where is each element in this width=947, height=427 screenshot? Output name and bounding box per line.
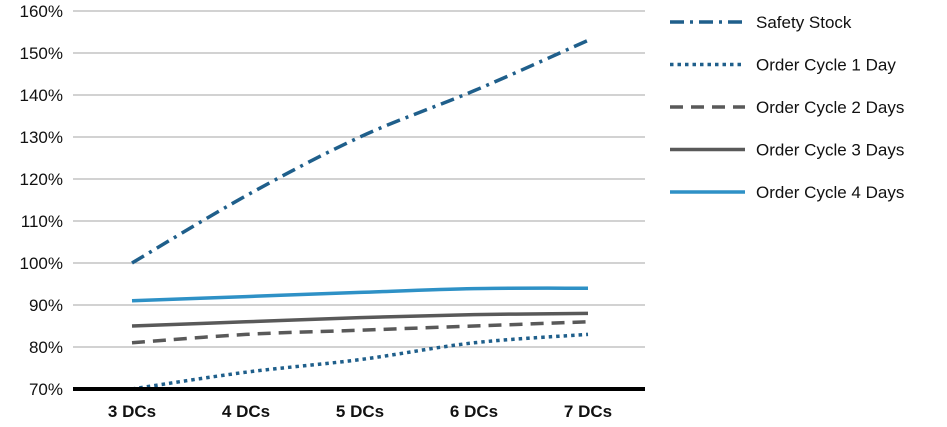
y-axis-ticks: 70% 80% 90% 100% 110% 120% 130% 140% 150% 160%	[20, 2, 63, 399]
x-tick-label: 5 DCs	[336, 402, 384, 421]
series-line-order-cycle-3-days	[131, 311, 589, 328]
series-line-order-cycle-4-days	[131, 286, 589, 303]
y-tick-label: 130%	[20, 128, 63, 147]
x-tick-label: 7 DCs	[564, 402, 612, 421]
x-tick-label: 4 DCs	[222, 402, 270, 421]
y-tick-label: 160%	[20, 2, 63, 21]
y-tick-label: 110%	[21, 212, 63, 231]
y-tick-label: 70%	[29, 380, 63, 399]
legend-label-order-cycle-1-day: Order Cycle 1 Day	[756, 56, 896, 75]
legend-label-order-cycle-4-days: Order Cycle 4 Days	[756, 183, 904, 202]
y-tick-label: 120%	[20, 170, 63, 189]
series-line-order-cycle-1-day	[131, 332, 589, 391]
legend-label-order-cycle-2-days: Order Cycle 2 Days	[756, 98, 904, 117]
legend: Safety Stock Order Cycle 1 Day Order Cycle…	[670, 13, 904, 202]
y-tick-label: 90%	[29, 296, 63, 315]
grid-lines	[73, 10, 645, 348]
legend-label-order-cycle-3-days: Order Cycle 3 Days	[756, 141, 904, 160]
series-line-order-cycle-2-days	[131, 320, 589, 345]
series-line-safety-stock	[131, 38, 589, 265]
x-tick-label: 3 DCs	[108, 402, 156, 421]
legend-label-safety-stock: Safety Stock	[756, 13, 852, 32]
series-lines	[131, 38, 589, 391]
y-tick-label: 140%	[20, 86, 63, 105]
y-tick-label: 100%	[20, 254, 63, 273]
x-tick-label: 6 DCs	[450, 402, 498, 421]
y-tick-label: 80%	[29, 338, 63, 357]
x-axis-ticks: 3 DCs 4 DCs 5 DCs 6 DCs 7 DCs	[108, 402, 612, 421]
y-tick-label: 150%	[20, 44, 63, 63]
